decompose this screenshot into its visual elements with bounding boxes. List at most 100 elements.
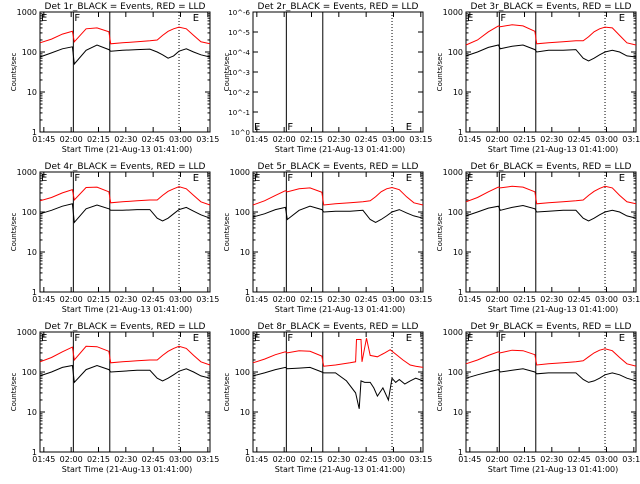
x-axis-label: Start Time (21-Aug-13 01:41:00) [62, 305, 193, 314]
y-tick-label: 1000 [17, 328, 37, 337]
series-line-events [39, 203, 211, 224]
y-axis-label: Counts/sec [10, 373, 18, 412]
y-tick-label: 1000 [17, 168, 37, 177]
x-tick-label: 02:45 [355, 455, 378, 464]
x-tick-label: 03:15 [409, 135, 432, 144]
x-tick-label: 01:45 [245, 295, 268, 304]
y-tick-label: 10 [27, 408, 37, 417]
y-tick-label: 1000 [443, 8, 463, 17]
series-line-events [252, 205, 424, 223]
y-tick-label: 1000 [443, 328, 463, 337]
y-tick-label: 10^-2 [228, 89, 250, 97]
x-axis-label: Start Time (21-Aug-13 01:41:00) [62, 145, 193, 154]
x-tick-label: 03:00 [169, 295, 192, 304]
y-tick-label: 100 [235, 368, 250, 377]
x-tick-label: 02:15 [87, 295, 110, 304]
x-tick-label: 02:45 [142, 135, 165, 144]
y-tick-label: 1 [458, 288, 463, 297]
series-line-lld [39, 26, 211, 45]
y-tick-label: 100 [448, 48, 463, 57]
y-tick-label: 100 [22, 48, 37, 57]
x-tick-label: 03:15 [409, 455, 432, 464]
series-line-lld [39, 345, 211, 366]
event-marker-E: E [467, 13, 473, 24]
event-marker-E: E [254, 122, 260, 133]
x-tick-label: 03:00 [382, 295, 405, 304]
y-tick-label: 1000 [230, 168, 250, 177]
event-marker-E: E [41, 333, 47, 344]
y-tick-label: 100 [22, 208, 37, 217]
x-tick-label: 02:45 [568, 295, 591, 304]
event-marker-E: E [41, 173, 47, 184]
x-axis-label: Start Time (21-Aug-13 01:41:00) [275, 305, 406, 314]
x-tick-label: 03:00 [595, 295, 618, 304]
x-tick-label: 02:15 [87, 455, 110, 464]
panel-title: Det 7r_BLACK = Events, RED = LLD [45, 322, 206, 332]
x-tick-label: 02:45 [568, 455, 591, 464]
y-tick-label: 1 [245, 448, 250, 457]
x-tick-label: 02:00 [486, 135, 509, 144]
panel-det-9: Det 9r_BLACK = Events, RED = LLD 1 10 100 10… [436, 322, 640, 474]
y-tick-label: 10^-3 [228, 69, 250, 77]
panel-title: Det 6r_BLACK = Events, RED = LLD [471, 162, 632, 172]
y-axis-label: Counts/sec [223, 213, 231, 252]
x-tick-label: 01:45 [32, 455, 55, 464]
series-line-events [252, 366, 424, 409]
x-axis-label: Start Time (21-Aug-13 01:41:00) [488, 145, 619, 154]
x-tick-label: 02:15 [513, 455, 536, 464]
y-tick-label: 10 [240, 408, 250, 417]
x-tick-label: 03:00 [595, 135, 618, 144]
x-tick-label: 01:45 [458, 455, 481, 464]
x-tick-label: 03:15 [196, 135, 219, 144]
series-line-events [465, 44, 637, 62]
x-tick-label: 03:00 [169, 455, 192, 464]
y-axis-label: Counts/sec [10, 53, 18, 92]
y-tick-label: 1000 [17, 8, 37, 17]
x-tick-label: 01:45 [245, 135, 268, 144]
x-tick-label: 02:00 [486, 295, 509, 304]
x-tick-label: 01:45 [458, 135, 481, 144]
series-line-events [465, 204, 637, 222]
y-axis-label: Counts/sec [436, 53, 444, 92]
x-tick-label: 02:00 [273, 455, 296, 464]
y-tick-label: 100 [235, 208, 250, 217]
x-tick-label: 03:15 [196, 455, 219, 464]
panel-det-7: Det 7r_BLACK = Events, RED = LLD 1 10 100 10… [10, 322, 219, 474]
x-tick-label: 02:15 [513, 295, 536, 304]
y-axis-label: Counts/sec [436, 213, 444, 252]
y-tick-label: 1 [458, 448, 463, 457]
y-tick-label: 10^0 [231, 129, 250, 137]
series-line-lld [252, 186, 424, 206]
y-tick-label: 1 [458, 128, 463, 137]
x-tick-label: 01:45 [245, 455, 268, 464]
series-line-lld [252, 338, 424, 368]
y-axis-label: Counts/sec [10, 213, 18, 252]
y-tick-label: 10 [453, 88, 463, 97]
panel-title: Det 4r_BLACK = Events, RED = LLD [45, 162, 206, 172]
x-tick-label: 02:30 [327, 135, 350, 144]
plot-frame [252, 331, 424, 453]
x-tick-label: 01:45 [458, 295, 481, 304]
x-tick-label: 03:15 [622, 135, 640, 144]
event-marker-E: E [254, 333, 260, 344]
x-axis-label: Start Time (21-Aug-13 01:41:00) [275, 145, 406, 154]
event-marker-F: F [500, 173, 506, 184]
panel-det-2: Det 2r_BLACK = Events, RED = LLD 10^-6 10^… [223, 2, 432, 154]
plot-frame [39, 11, 211, 133]
panel-title: Det 5r_BLACK = Events, RED = LLD [258, 162, 419, 172]
series-line-events [465, 368, 637, 383]
event-marker-F: F [74, 333, 80, 344]
series-line-lld [465, 348, 637, 367]
series-line-events [39, 44, 211, 66]
x-tick-label: 02:00 [60, 135, 83, 144]
x-tick-label: 03:15 [622, 455, 640, 464]
x-tick-label: 03:00 [382, 455, 405, 464]
series-line-lld [465, 185, 637, 205]
panel-det-1: Det 1r_BLACK = Events, RED = LLD 1 10 100 10… [10, 2, 219, 154]
y-axis-label: Counts/sec [223, 373, 231, 412]
x-tick-label: 02:30 [114, 455, 137, 464]
event-marker-E: E [467, 333, 473, 344]
x-tick-label: 03:15 [196, 295, 219, 304]
